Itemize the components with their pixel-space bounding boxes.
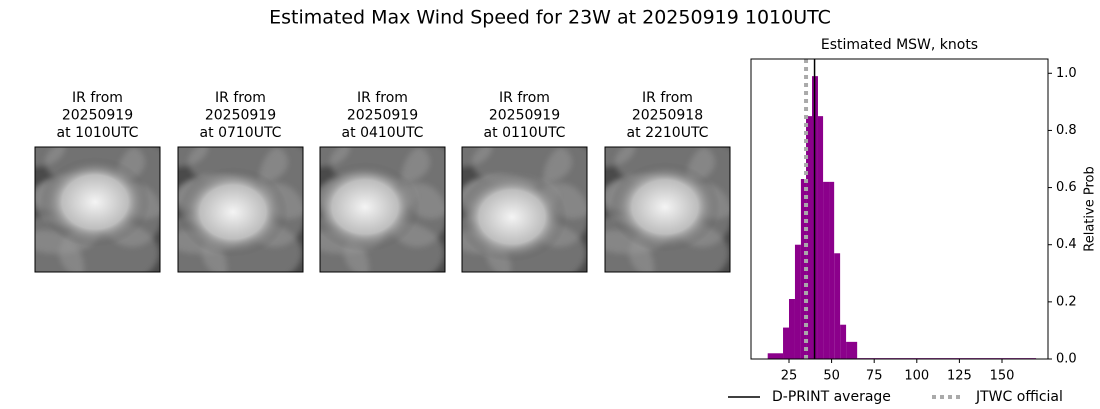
ir-content [462,147,587,272]
bar [840,324,847,359]
panel-title: 20250919 [62,108,133,124]
panel-title: 20250918 [632,108,703,124]
y-tick-label: 0.6 [1056,180,1077,195]
bar [767,353,784,359]
ir-content [35,147,160,272]
bar [794,244,801,359]
bar [817,116,824,360]
bar [800,179,807,359]
x-tick-label: 125 [947,369,972,384]
ir-image [461,146,588,273]
y-tick-label: 0.2 [1056,294,1077,309]
storm [40,157,150,247]
y-tick-label: 0.4 [1056,237,1077,252]
y-tick-label: 1.0 [1056,66,1077,81]
panel-title: IR from [72,90,123,106]
ir-frame [34,146,161,273]
ir-frame [461,146,588,273]
panel-title: at 2210UTC [627,125,709,141]
y-tick-label: 0.0 [1056,352,1077,367]
bar [834,253,841,359]
panel-title: at 0110UTC [484,125,566,141]
storm [178,167,288,257]
bar [829,181,835,359]
storm [610,162,720,252]
legend-label: D-PRINT average [772,389,891,405]
x-tick-label: 150 [990,369,1015,384]
panel-title: at 0410UTC [342,125,424,141]
x-tick-label: 100 [904,369,929,384]
panel-title: 20250919 [347,108,418,124]
ir-frame [177,146,304,273]
bar [783,327,789,359]
ir-content [178,147,303,272]
storm [320,162,420,252]
bar [788,299,795,359]
storm [462,172,567,262]
x-tick-label: 75 [866,369,883,384]
ir-image [34,146,161,273]
y-axis-label: Relative Prob [1083,166,1098,251]
panel-title: at 0710UTC [200,125,282,141]
x-tick-label: 50 [823,369,840,384]
y-tick-label: 0.8 [1056,123,1077,138]
panel-title: IR from [357,90,408,106]
cloud [35,230,84,272]
panel-title: IR from [215,90,266,106]
ir-image [177,146,304,273]
ir-frame [604,146,731,273]
panel-title: IR from [642,90,693,106]
ir-image [319,146,446,273]
bar [846,341,858,359]
ir-frame [319,146,446,273]
cloud [605,230,654,272]
ir-image [604,146,731,273]
panel-title: at 1010UTC [57,125,139,141]
ir-content [605,147,730,272]
figure-title: Estimated Max Wind Speed for 23W at 2025… [269,7,831,29]
x-tick-label: 25 [781,369,798,384]
chart-title: Estimated MSW, knots [821,37,978,53]
legend-label: JTWC official [975,389,1063,405]
cloud [178,230,227,272]
ir-content [320,147,445,272]
bar [806,116,813,360]
panel-title: 20250919 [205,108,276,124]
panel-title: IR from [499,90,550,106]
bar [823,181,830,359]
panel-title: 20250919 [489,108,560,124]
axes-frame [750,58,1049,360]
